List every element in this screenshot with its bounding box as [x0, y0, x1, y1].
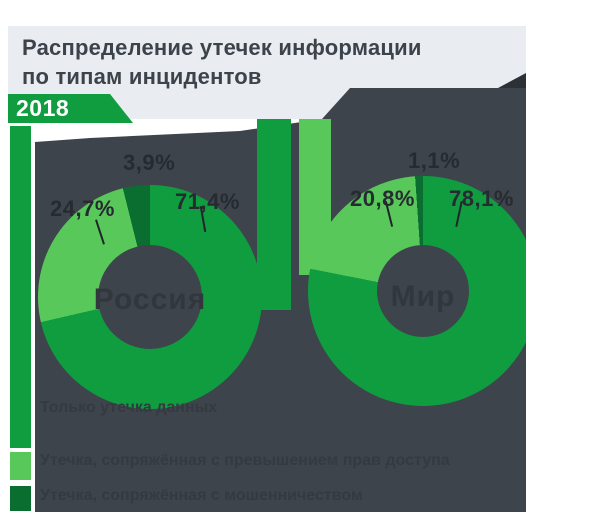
page-title-line1: Распределение утечек информации — [22, 35, 422, 60]
left-ribbon-legend-swatch-1 — [10, 126, 31, 448]
callout-russia-light: 24,7% — [50, 196, 115, 221]
donut-hole-world — [377, 245, 469, 337]
page-title: Распределение утечек информации по типам… — [22, 33, 422, 91]
donut-center-label-russia: Россия — [93, 283, 207, 316]
legend-item-label-3: Утечка, сопряжённая с мошенничеством — [40, 487, 363, 504]
year-badge-label: 2018 — [16, 95, 70, 121]
callout-russia-dark: 3,9% — [123, 150, 176, 175]
legend-item-label-1: Только утечка данных — [40, 399, 218, 416]
center-ribbon-left — [257, 119, 291, 310]
callout-russia-medium: 71,4% — [175, 189, 240, 214]
donut-center-label-world: Мир — [390, 280, 456, 313]
callout-world-dark: 1,1% — [408, 148, 461, 173]
page-title-line2: по типам инцидентов — [22, 64, 262, 89]
donut-hole-russia — [98, 245, 202, 349]
legend-item-label-2: Утечка, сопряжённая с превышением прав д… — [40, 452, 450, 469]
callout-world-light: 20,8% — [350, 186, 415, 211]
legend-swatch-2 — [10, 452, 31, 480]
right-margin — [526, 0, 600, 515]
legend-swatch-3 — [10, 486, 31, 511]
